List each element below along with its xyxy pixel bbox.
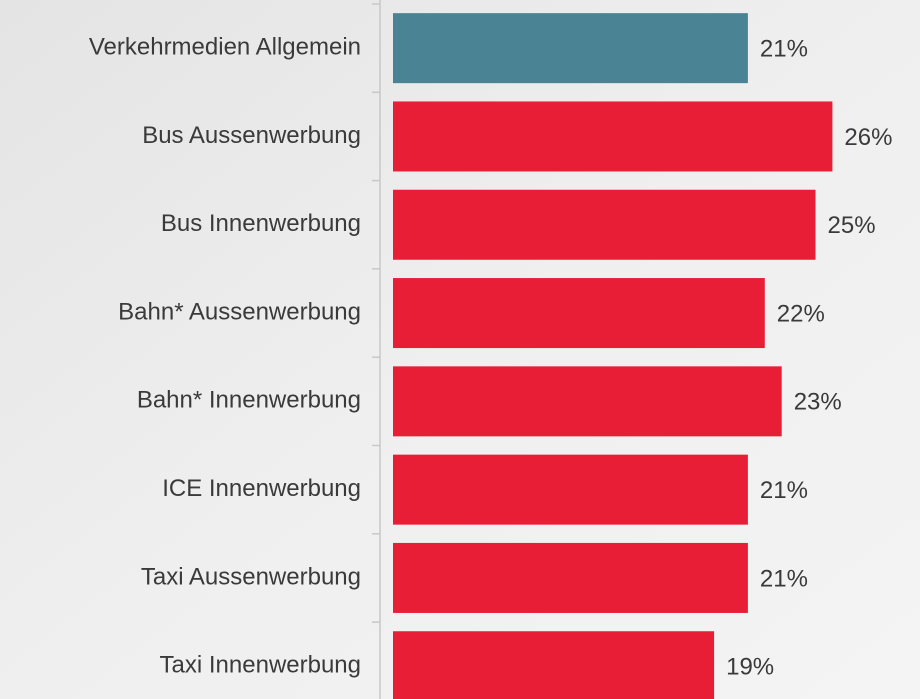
category-label: Verkehrmedien Allgemein xyxy=(89,33,361,60)
category-label: ICE Innenwerbung xyxy=(162,475,361,502)
value-label: 26% xyxy=(844,124,892,151)
bar xyxy=(393,366,782,437)
value-label: 23% xyxy=(794,389,842,416)
value-label: 19% xyxy=(726,654,774,681)
value-label: 21% xyxy=(760,35,808,62)
category-label: Bus Innenwerbung xyxy=(161,210,361,237)
bar xyxy=(393,101,833,172)
bar xyxy=(393,631,715,699)
category-label: Taxi Innenwerbung xyxy=(160,652,361,679)
bar xyxy=(393,454,748,525)
category-label: Taxi Aussenwerbung xyxy=(141,563,361,590)
category-label: Bahn* Innenwerbung xyxy=(137,387,361,414)
bar xyxy=(393,189,816,260)
bar xyxy=(393,542,748,613)
value-label: 21% xyxy=(760,565,808,592)
bar xyxy=(393,13,748,84)
value-label: 25% xyxy=(828,212,876,239)
bar xyxy=(393,278,765,349)
value-label: 22% xyxy=(777,300,825,327)
category-label: Bahn* Aussenwerbung xyxy=(118,298,361,325)
category-label: Bus Aussenwerbung xyxy=(142,122,361,149)
value-label: 21% xyxy=(760,477,808,504)
